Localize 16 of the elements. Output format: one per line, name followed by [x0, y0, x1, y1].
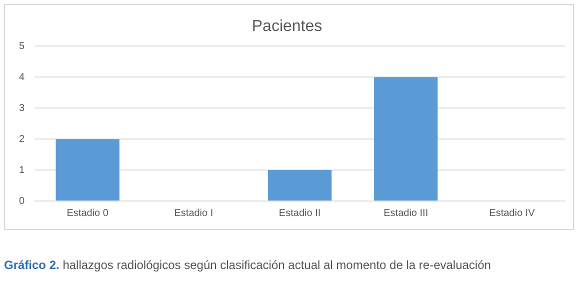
y-tick-label: 4: [19, 72, 25, 83]
x-tick-label: Estadio IV: [489, 208, 536, 219]
text: Gráfico 2. hallazgos radiológicos según clasificación actual al momento de la re-evaluación: [4, 258, 491, 272]
x-tick-label: Estadio 0: [66, 208, 109, 219]
y-tick-label: 3: [19, 102, 25, 114]
x-tick-label: Estadio I: [174, 208, 214, 219]
y-tick-label: 1: [19, 164, 25, 176]
y-tick-label: 2: [19, 134, 25, 145]
bar: [268, 170, 332, 200]
x-tick-label: Estadio II: [278, 208, 321, 219]
y-tick-label: 5: [19, 40, 25, 52]
bar: [56, 139, 120, 200]
x-tick-label: Estadio III: [384, 208, 428, 219]
chart-title: Pacientes: [252, 18, 322, 36]
y-tick-label: 0: [19, 196, 25, 207]
bar: [374, 77, 438, 200]
